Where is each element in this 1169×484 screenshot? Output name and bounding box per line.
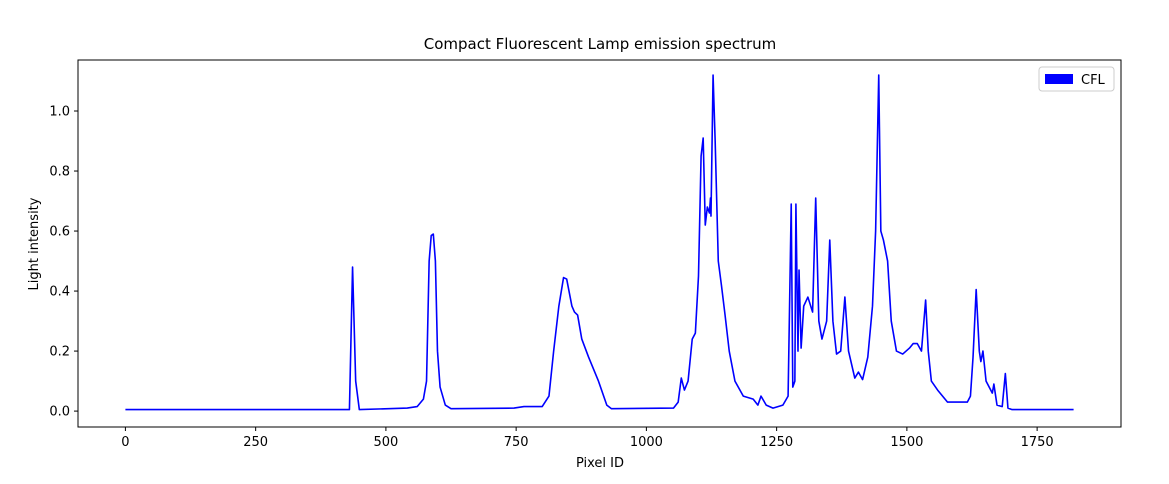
y-tick-label: 1.0 (49, 105, 70, 120)
x-tick-label: 250 (243, 435, 268, 450)
legend-swatch (1045, 74, 1073, 84)
legend-label: CFL (1081, 73, 1106, 88)
legend-box (1038, 66, 1115, 92)
x-axis-label: Pixel ID (576, 456, 624, 471)
y-axis-label: Light intensity (27, 197, 42, 290)
x-tick-label: 750 (504, 435, 529, 450)
x-tick-label: 1500 (890, 435, 923, 450)
y-tick-label: 0.4 (49, 285, 70, 300)
chart-title: Compact Fluorescent Lamp emission spectr… (424, 35, 777, 53)
x-tick-label: 1000 (630, 435, 663, 450)
y-tick-label: 0.2 (49, 345, 70, 360)
data-line (125, 74, 1074, 411)
x-tick-label: 1250 (760, 435, 793, 450)
x-tick-label: 0 (121, 435, 129, 450)
x-tick-label: 1750 (1021, 435, 1054, 450)
x-tick-label: 500 (373, 435, 398, 450)
y-tick-label: 0.6 (49, 225, 70, 240)
plot-frame (77, 59, 1122, 428)
y-tick-label: 0.0 (49, 405, 70, 420)
y-tick-label: 0.8 (49, 165, 70, 180)
